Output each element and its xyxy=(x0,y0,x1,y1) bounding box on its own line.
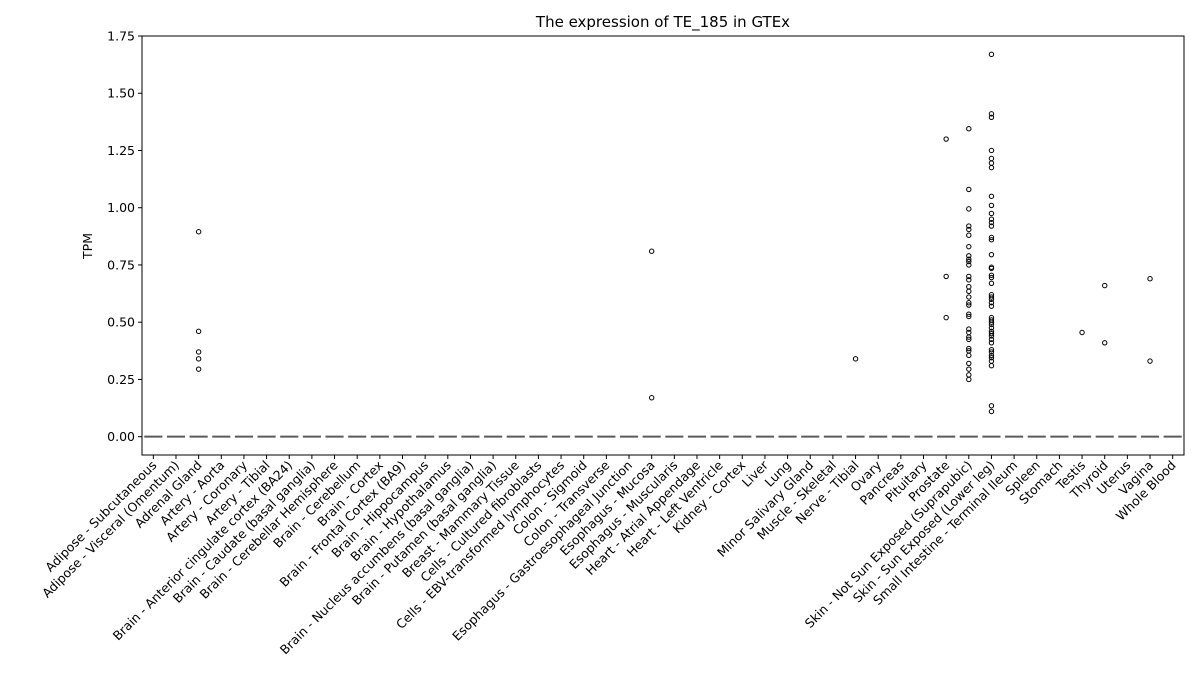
outlier-point xyxy=(1079,329,1085,336)
outlier-point xyxy=(988,333,995,339)
outlier-point xyxy=(988,346,995,353)
outlier-point xyxy=(966,300,972,306)
outlier-point xyxy=(966,277,972,283)
y-axis: 0.00 0.25 0.50 0.75 1.00 1.25 1.50 1.75 xyxy=(107,29,142,444)
outlier-point xyxy=(988,114,995,120)
outlier-point xyxy=(966,294,972,300)
outlier-point xyxy=(988,234,995,241)
y-tick-label: 0.50 xyxy=(107,315,135,330)
chart-title: The expression of TE_185 in GTEx xyxy=(535,13,790,32)
outlier-point xyxy=(988,155,995,162)
outlier-point xyxy=(988,274,995,281)
outlier-point xyxy=(966,352,972,359)
outlier-point xyxy=(988,251,995,258)
outlier-point xyxy=(943,314,949,321)
outlier-point xyxy=(966,232,972,238)
outlier-point xyxy=(988,160,995,166)
outlier-point xyxy=(966,186,972,193)
outlier-point xyxy=(988,408,995,415)
outlier-point xyxy=(195,229,202,235)
outlier-point xyxy=(648,248,655,254)
outlier-point xyxy=(988,147,995,154)
outlier-point xyxy=(943,273,949,280)
outlier-point xyxy=(988,300,995,306)
outlier-point xyxy=(966,366,972,372)
outlier-point xyxy=(988,51,995,58)
outlier-point xyxy=(988,294,995,300)
outlier-point xyxy=(195,356,202,362)
outlier-point xyxy=(966,326,972,332)
outlier-point xyxy=(966,273,972,280)
outlier-point xyxy=(988,296,995,303)
outlier-point xyxy=(966,223,972,229)
outlier-point xyxy=(988,349,995,355)
outlier-point xyxy=(988,280,995,286)
outlier-point xyxy=(966,284,972,290)
outlier-point xyxy=(988,363,995,369)
outlier-point xyxy=(966,360,972,367)
plot-frame xyxy=(141,35,1185,456)
outlier-point xyxy=(852,356,859,362)
outlier-point xyxy=(195,328,202,335)
outlier-point xyxy=(966,258,972,265)
outlier-point xyxy=(988,403,995,409)
outlier-point xyxy=(966,311,972,317)
outlier-point xyxy=(966,126,972,132)
outlier-point xyxy=(988,272,995,278)
outlier-point xyxy=(966,345,972,352)
y-tick-label: 1.75 xyxy=(107,29,135,44)
outlier-point xyxy=(988,354,995,361)
outlier-point xyxy=(966,334,972,340)
outlier-point xyxy=(648,395,655,401)
outlier-point xyxy=(988,193,995,199)
outlier-point xyxy=(966,288,972,294)
outlier-point xyxy=(988,111,995,117)
y-tick-label: 0.75 xyxy=(107,257,135,272)
y-axis-label: TPM xyxy=(80,233,95,260)
y-tick-label: 0.25 xyxy=(107,372,135,387)
outlier-point xyxy=(195,366,202,372)
outlier-point xyxy=(988,321,995,328)
outlier-point xyxy=(966,226,972,233)
outlier-point xyxy=(988,237,995,243)
outlier-point xyxy=(988,210,995,217)
outlier-point xyxy=(966,313,972,320)
outlier-point xyxy=(988,202,995,209)
outlier-point xyxy=(1147,358,1153,364)
outlier-point xyxy=(195,349,202,355)
outlier-point xyxy=(988,325,995,331)
outlier-point xyxy=(966,336,972,343)
outlier-point xyxy=(966,243,972,250)
y-tick-label: 0.00 xyxy=(107,429,135,444)
outlier-point xyxy=(966,302,972,308)
outlier-point xyxy=(1102,282,1108,289)
outlier-point xyxy=(966,206,972,212)
outlier-point xyxy=(1102,340,1108,346)
outlier-point xyxy=(988,216,995,222)
outlier-point xyxy=(988,219,995,226)
outlier-point xyxy=(988,319,995,325)
outlier-point xyxy=(943,136,949,142)
outlier-point xyxy=(1147,275,1153,282)
outlier-point xyxy=(966,372,972,378)
outlier-point xyxy=(966,253,972,259)
outlier-point xyxy=(988,340,995,346)
x-tick-label: Adipose - Visceral (Omentum) xyxy=(39,458,182,601)
outlier-point xyxy=(988,352,995,359)
outlier-point xyxy=(966,376,972,383)
y-tick-label: 1.25 xyxy=(107,143,135,158)
outlier-point xyxy=(988,330,995,337)
outlier-point xyxy=(988,164,995,171)
y-tick-label: 1.50 xyxy=(107,86,135,101)
outlier-points xyxy=(195,51,1153,415)
outlier-point xyxy=(988,336,995,343)
outlier-point xyxy=(988,265,995,272)
outlier-point xyxy=(988,223,995,229)
outlier-point xyxy=(988,303,995,309)
outlier-point xyxy=(966,262,972,268)
outlier-point xyxy=(966,256,972,262)
y-tick-label: 1.00 xyxy=(107,200,135,215)
